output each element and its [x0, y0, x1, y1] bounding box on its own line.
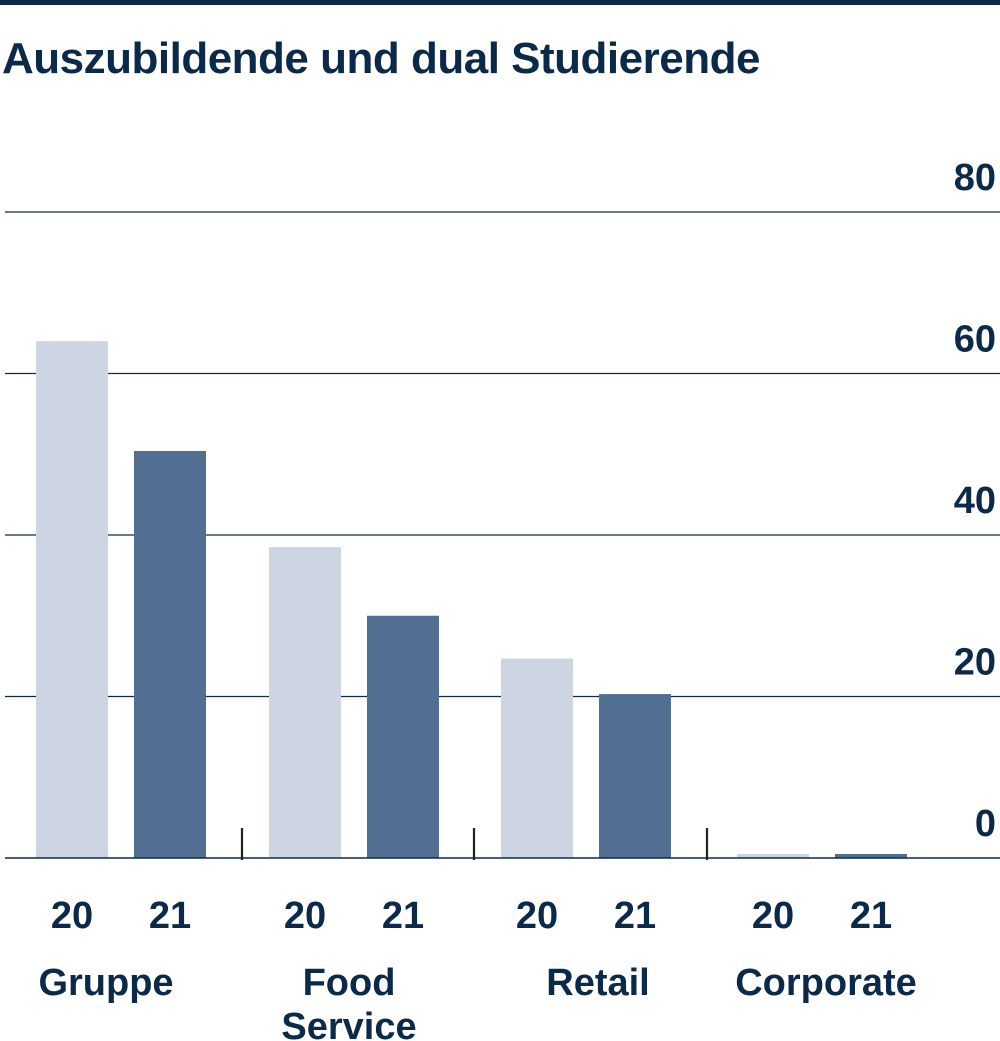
year-label-food-service-20: 20: [284, 895, 326, 937]
top-rule: [0, 0, 1000, 5]
y-tick-label-0: 0: [975, 803, 996, 845]
category-label-corporate: Corporate: [735, 962, 917, 1004]
bar-corporate-21: [835, 853, 907, 858]
y-tick-label-20: 20: [954, 642, 996, 684]
y-tick-label-60: 60: [954, 319, 996, 361]
bar-gruppe-20: [36, 341, 108, 858]
year-label-corporate-21: 21: [850, 895, 892, 937]
year-label-corporate-20: 20: [752, 895, 794, 937]
year-label-retail-20: 20: [516, 895, 558, 937]
bar-corporate-20: [737, 853, 809, 858]
year-label-gruppe-21: 21: [149, 895, 191, 937]
year-label-gruppe-20: 20: [51, 895, 93, 937]
category-label-food-service-line-1: Food: [303, 962, 396, 1004]
bar-gruppe-21: [134, 451, 206, 858]
bar-retail-21: [599, 694, 671, 858]
y-tick-label-40: 40: [954, 480, 996, 522]
category-label-food-service-line-2: Service: [281, 1006, 416, 1041]
chart-title: Auszubildende und dual Studierende: [2, 34, 760, 83]
bar-food-service-21: [367, 615, 439, 858]
year-label-food-service-21: 21: [382, 895, 424, 937]
bar-food-service-20: [269, 547, 341, 858]
year-label-retail-21: 21: [614, 895, 656, 937]
y-tick-label-80: 80: [954, 157, 996, 199]
bar-retail-20: [501, 658, 573, 858]
category-label-gruppe: Gruppe: [38, 962, 173, 1004]
category-label-retail: Retail: [546, 962, 649, 1004]
